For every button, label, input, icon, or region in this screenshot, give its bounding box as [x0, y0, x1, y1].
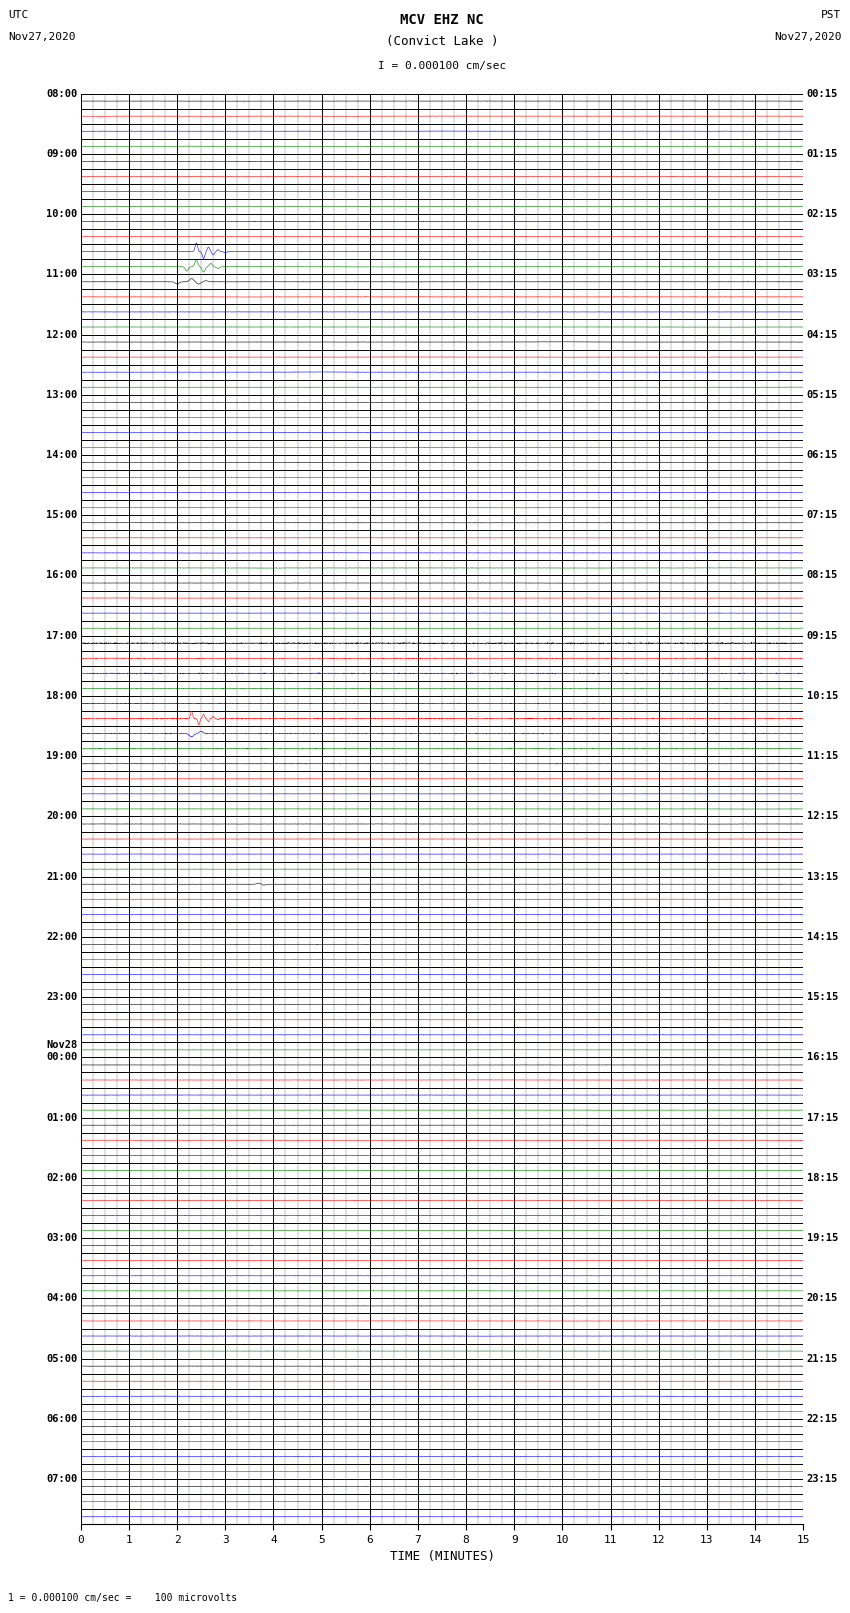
Text: 09:15: 09:15 — [807, 631, 838, 640]
Text: 23:15: 23:15 — [807, 1474, 838, 1484]
Text: 17:15: 17:15 — [807, 1113, 838, 1123]
Text: 09:00: 09:00 — [46, 148, 77, 158]
Text: 04:00: 04:00 — [46, 1294, 77, 1303]
Text: 16:00: 16:00 — [46, 571, 77, 581]
Text: 03:00: 03:00 — [46, 1234, 77, 1244]
Text: Nov27,2020: Nov27,2020 — [774, 32, 842, 42]
Text: 19:00: 19:00 — [46, 752, 77, 761]
Text: Nov27,2020: Nov27,2020 — [8, 32, 76, 42]
Text: 14:00: 14:00 — [46, 450, 77, 460]
Text: 15:15: 15:15 — [807, 992, 838, 1002]
Text: 22:15: 22:15 — [807, 1415, 838, 1424]
Text: 12:00: 12:00 — [46, 329, 77, 339]
Text: 13:15: 13:15 — [807, 871, 838, 882]
Text: 05:15: 05:15 — [807, 390, 838, 400]
Text: 10:15: 10:15 — [807, 690, 838, 702]
Text: 01:00: 01:00 — [46, 1113, 77, 1123]
Text: 06:15: 06:15 — [807, 450, 838, 460]
Text: 16:15: 16:15 — [807, 1052, 838, 1063]
Text: 22:00: 22:00 — [46, 932, 77, 942]
Text: 23:00: 23:00 — [46, 992, 77, 1002]
Text: PST: PST — [821, 10, 842, 19]
Text: MCV EHZ NC: MCV EHZ NC — [400, 13, 484, 27]
Text: 02:00: 02:00 — [46, 1173, 77, 1182]
Text: 17:00: 17:00 — [46, 631, 77, 640]
Text: (Convict Lake ): (Convict Lake ) — [386, 35, 498, 48]
Text: 06:00: 06:00 — [46, 1415, 77, 1424]
Text: 07:00: 07:00 — [46, 1474, 77, 1484]
Text: 18:00: 18:00 — [46, 690, 77, 702]
Text: 18:15: 18:15 — [807, 1173, 838, 1182]
Text: 10:00: 10:00 — [46, 210, 77, 219]
Text: 20:00: 20:00 — [46, 811, 77, 821]
Text: 15:00: 15:00 — [46, 510, 77, 521]
Text: 01:15: 01:15 — [807, 148, 838, 158]
Text: 14:15: 14:15 — [807, 932, 838, 942]
Text: 07:15: 07:15 — [807, 510, 838, 521]
Text: Nov28: Nov28 — [46, 1040, 77, 1050]
Text: I = 0.000100 cm/sec: I = 0.000100 cm/sec — [378, 61, 506, 71]
Text: 02:15: 02:15 — [807, 210, 838, 219]
Text: 13:00: 13:00 — [46, 390, 77, 400]
Text: 19:15: 19:15 — [807, 1234, 838, 1244]
Text: 05:00: 05:00 — [46, 1353, 77, 1363]
Text: 00:15: 00:15 — [807, 89, 838, 98]
Text: 08:15: 08:15 — [807, 571, 838, 581]
Text: 12:15: 12:15 — [807, 811, 838, 821]
X-axis label: TIME (MINUTES): TIME (MINUTES) — [389, 1550, 495, 1563]
Text: 21:00: 21:00 — [46, 871, 77, 882]
Text: 00:00: 00:00 — [46, 1052, 77, 1063]
Text: 20:15: 20:15 — [807, 1294, 838, 1303]
Text: UTC: UTC — [8, 10, 29, 19]
Text: 08:00: 08:00 — [46, 89, 77, 98]
Text: 11:15: 11:15 — [807, 752, 838, 761]
Text: 11:00: 11:00 — [46, 269, 77, 279]
Text: 04:15: 04:15 — [807, 329, 838, 339]
Text: 21:15: 21:15 — [807, 1353, 838, 1363]
Text: 03:15: 03:15 — [807, 269, 838, 279]
Text: 1 = 0.000100 cm/sec =    100 microvolts: 1 = 0.000100 cm/sec = 100 microvolts — [8, 1594, 238, 1603]
